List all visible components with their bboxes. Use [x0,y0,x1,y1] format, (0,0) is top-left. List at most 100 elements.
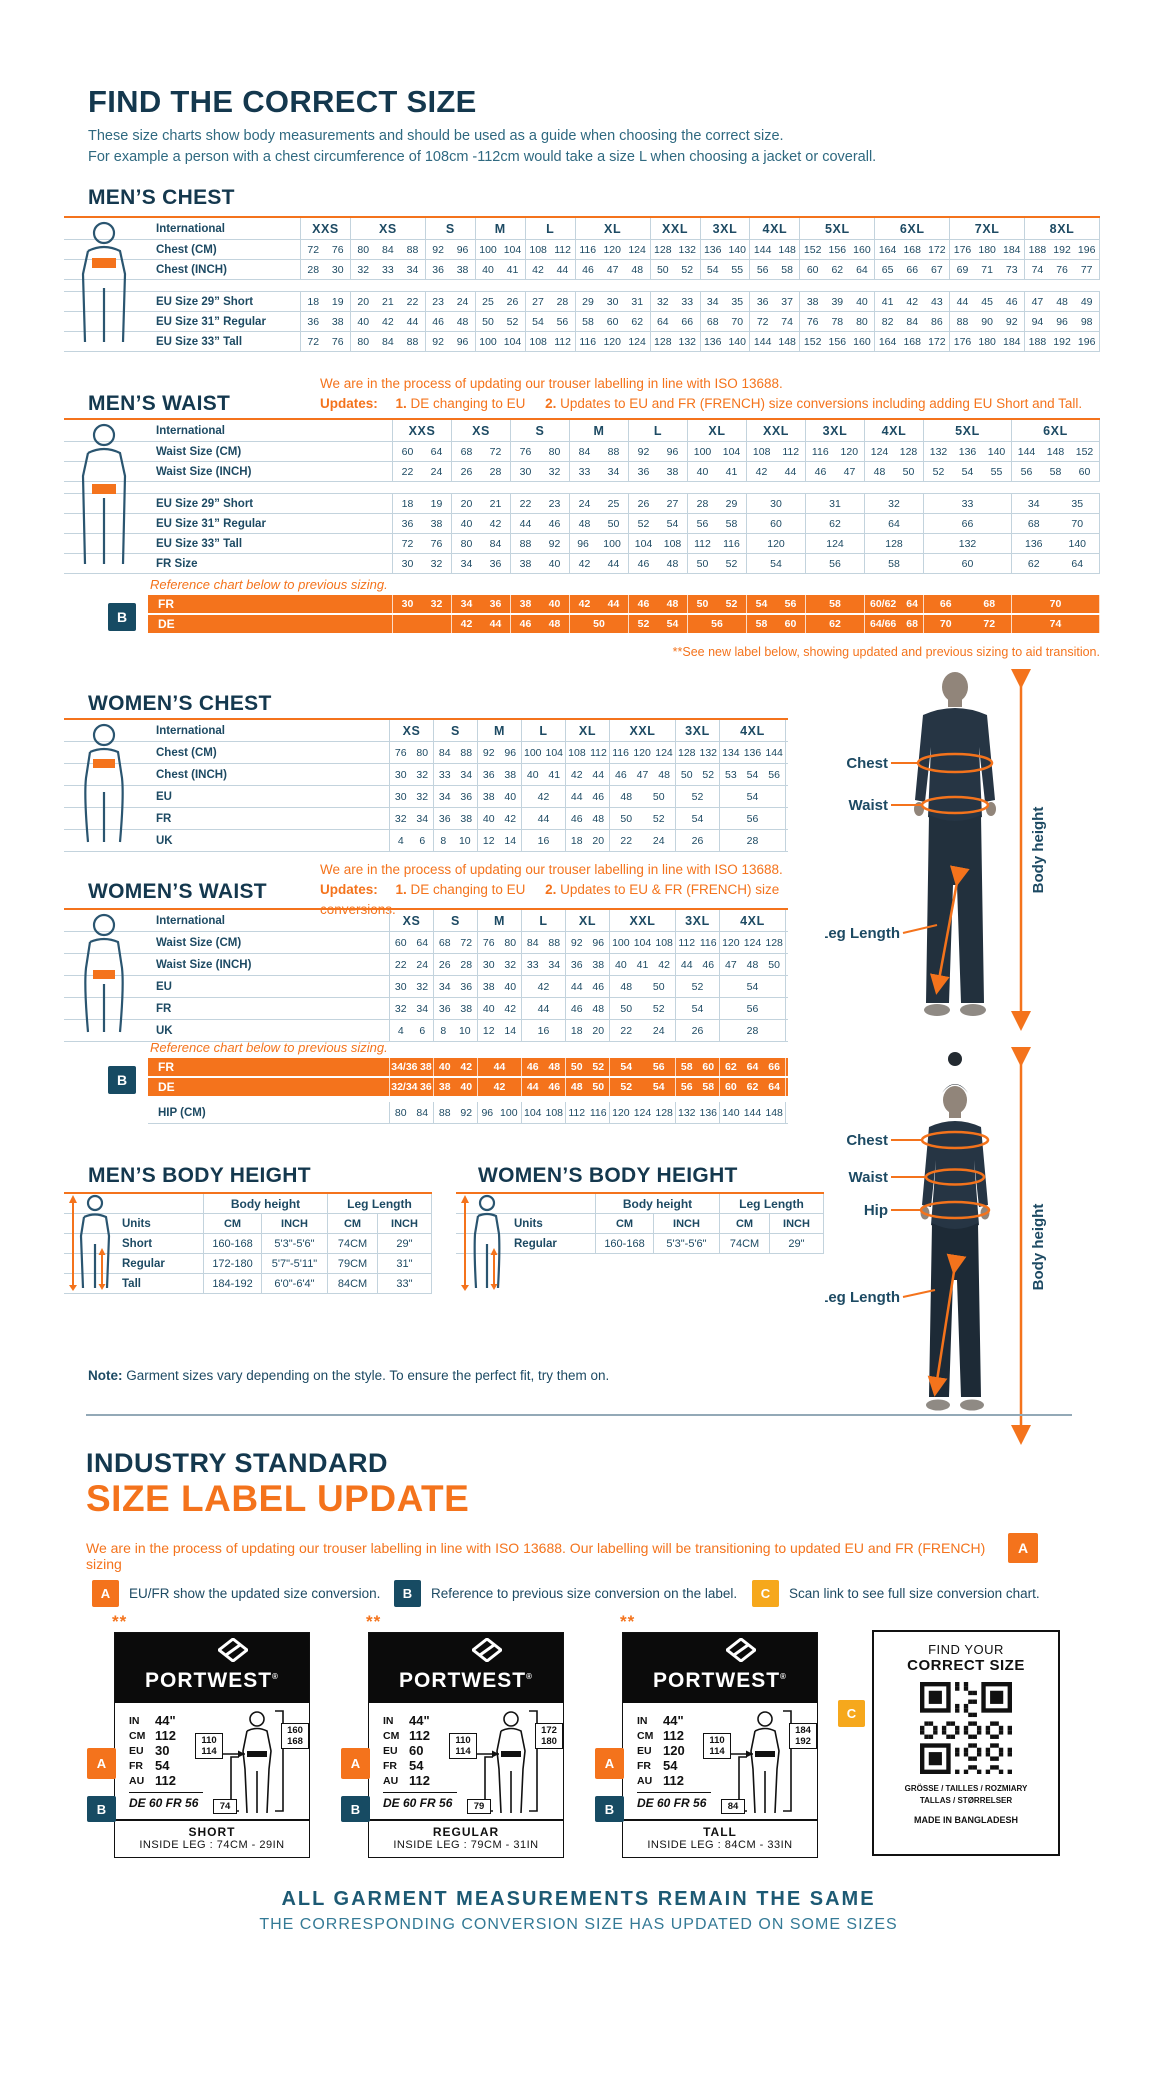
size-cell: 41 42 43 [875,292,951,311]
size-cell: 22 24 [390,954,434,975]
size-row: EU 30 32 34 36 38 40 42 44 46 48 50 52 54 [64,976,788,998]
industry-paragraph: We are in the process of updating our tr… [86,1540,986,1572]
size-cell: 26 [676,1020,720,1041]
size-cell: 18 20 [566,1020,610,1041]
size-cell: 68 72 [434,932,478,953]
update-note-line2: Updates: 1. DE changing to EU 2. Updates… [320,394,1110,414]
size-cell: 12 14 [478,830,522,851]
size-cell: 96 100 [478,1102,522,1123]
fit-name: TALL [703,1825,737,1839]
size-cell: 46 48 [522,1058,566,1076]
size-cell: 26 [676,830,720,851]
size-cell: 124 [806,534,865,553]
size-cell: 136 140 [1012,534,1100,553]
size-row: Waist Size (CM) 60 64 68 72 76 80 84 88 92 96 100 10… [64,932,788,954]
male-waist-icon [81,423,127,565]
label-body: IN 44" CM 112 EU 120 FR 54 AU 112 DE 60 FR 56 [623,1703,817,1821]
brand-name: PORTWEST® [653,1669,787,1692]
inside-leg: INSIDE LEG : 84CM - 33IN [647,1839,793,1851]
size-cell: 112 116 [566,1102,610,1123]
size-cell: 88 90 92 [950,312,1026,331]
height-measure-box: 172 180 [535,1723,563,1749]
spec-value: 44" [155,1713,176,1728]
size-cell: 20 21 [452,494,511,513]
size-cell: 120 [747,534,806,553]
waist-measure-box: 110 114 [195,1733,223,1759]
size-cell: 30 32 [511,462,570,481]
size-row: DE 42 44 46 48 50 52 54 56 58 60 62 64/66 68 70 72 74 [148,615,1100,635]
spec-key: CM [637,1730,654,1742]
size-cell: 40 41 [688,462,747,481]
size-cell: 38 40 [511,595,570,613]
update-note-line2: Updates: 1. DE changing to EU 2. Updates… [320,880,840,920]
size-cell: 92 96 [426,332,476,351]
spec-value: 120 [663,1743,685,1758]
spacer-row [64,280,1100,292]
size-cell: 92 96 [566,932,610,953]
size-cell: 30 32 [478,954,522,975]
height-measure-box: 184 192 [789,1723,817,1749]
size-cell: 60 [924,554,1012,573]
label-box: PORTWEST® IN 44" CM 112 EU 60 FR 54 AU 112 DE… [368,1632,564,1858]
size-table-header: International XS S M L XL XXL 3XL 4XL [64,910,788,932]
size-cell: 88 92 [511,534,570,553]
height-units-row: Units CM INCH CM INCH [456,1214,824,1234]
size-cell: 69 71 73 [950,260,1026,279]
size-cell: 58 [806,595,865,613]
size-cell: 28 [720,830,786,851]
legend-item-a: A EU/FR show the updated size conversion… [92,1580,380,1607]
badge-b: B [108,603,136,631]
label-header: PORTWEST® [369,1633,563,1703]
size-cell: 20 21 22 [351,292,426,311]
size-cell: 26 27 [629,494,688,513]
size-cell: 100 104 [476,332,526,351]
spec-key: FR [637,1760,651,1772]
update-item2-num: 2. [545,396,557,411]
mens-waist-footnote: **See new label below, showing updated a… [672,645,1100,659]
size-row: Chest (INCH) 28 30 32 33 34 36 38 40 41 42 44 46 47 48… [64,260,1100,280]
size-cell: 44 [522,998,566,1019]
industry-heading-2: SIZE LABEL UPDATE [86,1478,470,1519]
size-row: Waist Size (INCH) 22 24 26 28 30 32 33 34 36 38 40 4… [64,462,1100,482]
size-cell: 176 180 184 [950,240,1026,259]
size-cell: 54 56 [526,312,576,331]
stars-marker: ** [366,1612,382,1631]
size-cell: 42 44 [747,462,806,481]
size-cell: 62 64 66 [720,1058,786,1076]
size-cell: 36 38 [434,998,478,1019]
spec-key: IN [637,1715,648,1727]
size-cell: 32/34 36 [390,1078,434,1096]
size-cell: 38 40 [478,786,522,807]
size-cell: 22 24 [393,462,452,481]
size-cell: 46 48 [566,998,610,1019]
size-cell: 108 112 [566,742,610,763]
size-cell: 44 [522,808,566,829]
size-cell: 104 108 [522,1102,566,1123]
spec-key: EU [129,1745,144,1757]
size-cell: 56 [720,808,786,829]
badge-c: C [752,1580,779,1607]
size-cell: 38 39 40 [800,292,876,311]
size-cell: 34/36 38 [390,1058,434,1076]
size-cell: 31 [806,494,865,513]
fit-name: SHORT [188,1825,236,1839]
size-cell: 144 148 [750,240,801,259]
portwest-diamond-icon [726,1638,756,1662]
size-cell: 47 48 49 [1025,292,1100,311]
womens-waist-reference-table: FR 34/36 38 40 42 44 46 48 50 52 54 56 58 60 62 64 66 DE 3… [148,1058,788,1098]
size-cell: 128 132 [676,742,720,763]
size-cell: 52 54 55 [924,462,1012,481]
label-body: IN 44" CM 112 EU 30 FR 54 AU 112 DE 60 FR 56 [115,1703,309,1821]
size-cell: 46 47 48 [610,764,676,785]
size-cell: 60 62 64 [800,260,876,279]
size-cell: 50 [570,615,629,633]
size-cell: 40 41 42 [610,954,676,975]
size-cell: 30 [747,494,806,513]
size-cell: 62 [806,615,865,633]
size-cell: 56 [720,998,786,1019]
size-cell: 128 132 [651,332,701,351]
update-item2: Updates to EU and FR (FRENCH) size conve… [556,396,1083,411]
spec-key: EU [637,1745,652,1757]
size-cell: 132 136 [676,1102,720,1123]
badge-c: C [838,1700,865,1727]
